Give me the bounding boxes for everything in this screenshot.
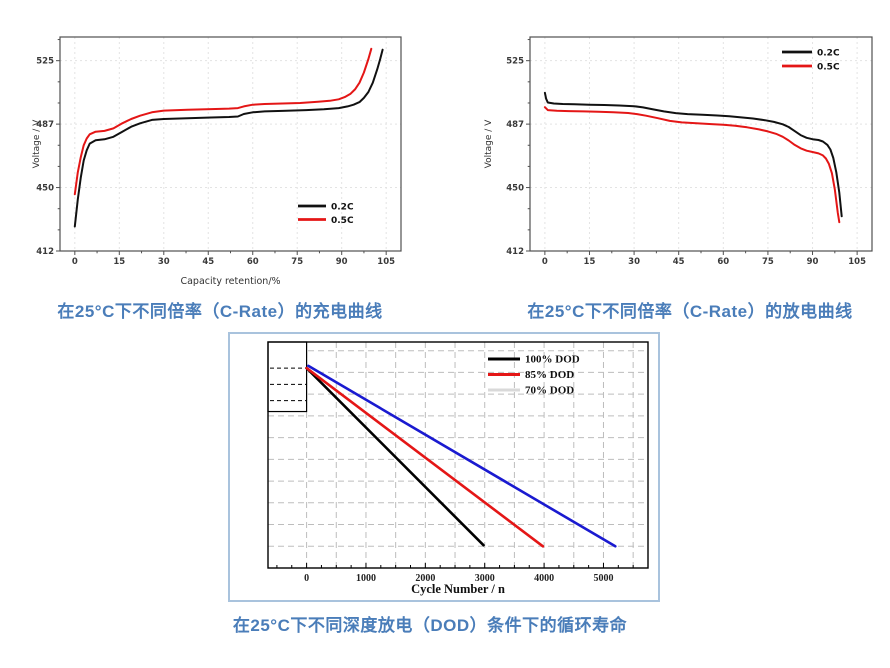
x-tick-label: 60 — [247, 257, 259, 267]
discharge-chart-caption: 在25°C下不同倍率（C-Rate）的放电曲线 — [527, 302, 853, 321]
charge-chart-figure: 0 15 30 45 60 75 90 105 412 450 487 525 Capacity ret… — [30, 22, 410, 292]
x-axis-label: Cycle Number / n — [411, 582, 505, 596]
y-tick-label: 487 — [506, 120, 524, 130]
series-line-0.2C — [543, 91, 843, 218]
y-axis-label: Voltage / V — [484, 119, 494, 169]
legend-label-0.2C: 0.2C — [817, 49, 840, 59]
y-tick-label: 450 — [36, 184, 54, 194]
y-tick-label: 450 — [506, 184, 524, 194]
discharge-chart-canvas: 0 15 30 45 60 75 90 105 412 450 487 525 Voltage / V 0… — [484, 36, 873, 267]
plot-frame — [267, 341, 649, 569]
x-tick-label: 15 — [584, 257, 596, 267]
y-tick-label: 525 — [36, 57, 54, 67]
x-tick-label: 1000 — [356, 573, 376, 584]
legend-label-85DOD: 85% DOD — [525, 369, 574, 381]
x-tick-label: 4000 — [534, 573, 554, 584]
legend-label-70DOD: 70% DOD — [525, 385, 574, 397]
cycle-chart-canvas: 0 1000 2000 3000 4000 5000 Cycle Number / n 100… — [267, 341, 649, 596]
x-tick-label: 75 — [762, 257, 774, 267]
x-tick-label: 45 — [673, 257, 685, 267]
x-tick-label: 2000 — [415, 573, 435, 584]
x-tick-label: 30 — [628, 257, 640, 267]
x-tick-label: 5000 — [593, 573, 613, 584]
x-tick-label: 0 — [542, 257, 548, 267]
series-line-85DOD — [305, 366, 545, 548]
charge-chart-canvas: 0 15 30 45 60 75 90 105 412 450 487 525 Capacity ret… — [32, 36, 402, 287]
y-axis-label: Voltage / V — [32, 119, 42, 169]
x-tick-label: 75 — [291, 257, 303, 267]
x-tick-label: 90 — [336, 257, 348, 267]
x-tick-label: 30 — [158, 257, 170, 267]
y-tick-label: 487 — [36, 120, 54, 130]
series-line-0.5C — [543, 106, 841, 224]
x-tick-label: 3000 — [475, 573, 495, 584]
y-tick-label: 525 — [506, 57, 524, 67]
cycle-chart-frame: 0 1000 2000 3000 4000 5000 Cycle Number / n 100… — [228, 332, 660, 602]
obscured-y-axis-box — [267, 341, 308, 413]
x-tick-label: 105 — [848, 257, 866, 267]
x-tick-label: 90 — [807, 257, 819, 267]
y-tick-label: 412 — [36, 247, 54, 257]
y-tick-label: 412 — [506, 247, 524, 257]
legend-label-0.2C: 0.2C — [331, 203, 354, 213]
x-tick-label: 0 — [72, 257, 78, 267]
x-tick-label: 105 — [377, 257, 395, 267]
legend-label-100DOD: 100% DOD — [525, 354, 580, 366]
x-tick-label: 60 — [717, 257, 729, 267]
x-tick-label: 45 — [202, 257, 214, 267]
series-line-0.5C — [73, 47, 373, 196]
x-tick-label: 0 — [304, 573, 309, 584]
legend-label-0.5C: 0.5C — [817, 63, 840, 73]
cycle-chart-caption: 在25°C下不同深度放电（DOD）条件下的循环寿命 — [232, 616, 628, 635]
charge-chart-caption: 在25°C下不同倍率（C-Rate）的充电曲线 — [57, 302, 383, 321]
x-axis-label: Capacity retention/% — [180, 276, 280, 287]
x-tick-label: 15 — [113, 257, 125, 267]
discharge-chart-figure: 0 15 30 45 60 75 90 105 412 450 487 525 Voltage / V 0… — [482, 22, 880, 292]
series-line-0.2C — [73, 48, 384, 228]
legend-label-0.5C: 0.5C — [331, 216, 354, 226]
series-line-70DOD — [307, 364, 617, 548]
series-line-100DOD — [305, 366, 485, 547]
